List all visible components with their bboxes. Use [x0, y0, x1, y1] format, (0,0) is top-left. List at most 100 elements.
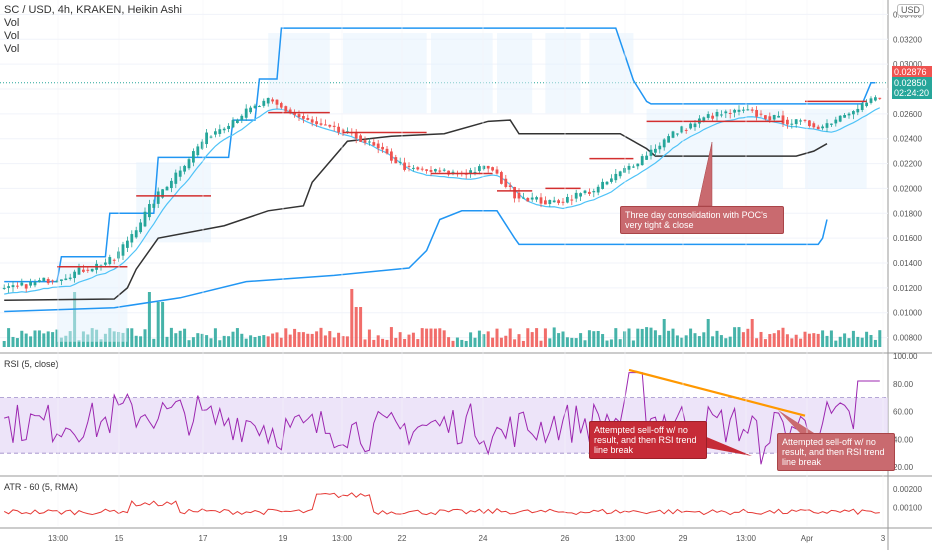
volume-bar — [482, 334, 486, 347]
candle-body — [583, 190, 587, 194]
candle-body — [632, 166, 635, 168]
candle-body — [491, 167, 494, 171]
volume-bar — [469, 332, 473, 347]
volume-bar — [301, 332, 305, 347]
last-price-label: 0.02876 — [892, 66, 932, 78]
volume-bar — [147, 292, 151, 347]
volume-bar — [315, 331, 319, 347]
time-tick-label: 22 — [398, 534, 407, 543]
volume-bar — [328, 331, 332, 347]
volume-profile-zone — [57, 261, 128, 342]
time-tick-label: Apr — [801, 534, 814, 543]
volume-bar — [693, 333, 697, 347]
volume-bar — [15, 338, 19, 347]
candle-body — [737, 109, 741, 112]
currency-badge[interactable]: USD — [897, 4, 925, 16]
volume-bar — [187, 340, 191, 347]
volume-bar — [552, 327, 556, 347]
candle-body — [341, 129, 345, 134]
volume-bar — [398, 332, 402, 347]
volume-bar — [697, 336, 701, 347]
volume-bar — [249, 335, 253, 347]
volume-bar — [763, 339, 767, 347]
candle-body — [407, 165, 411, 167]
volume-bar — [772, 333, 776, 347]
price-tick-label: 0.01400 — [893, 259, 922, 268]
volume-bar — [235, 328, 239, 347]
candle-body — [636, 163, 640, 167]
candle-body — [860, 103, 864, 110]
volume-bar — [46, 331, 50, 347]
volume-bar — [565, 337, 569, 347]
volume-bar — [359, 307, 363, 347]
time-tick-label: 13:00 — [736, 534, 757, 543]
volume-bar — [570, 337, 574, 347]
candle-body — [376, 143, 380, 149]
volume-bar — [636, 328, 640, 347]
candle-body — [676, 133, 679, 135]
candle-body — [535, 197, 538, 200]
candle-body — [869, 98, 873, 103]
candle-body — [108, 257, 112, 265]
candle-body — [266, 97, 270, 104]
time-tick-label: 13:00 — [615, 534, 636, 543]
candle-body — [447, 170, 450, 175]
candle-body — [306, 117, 310, 120]
price-tick-label: 0.00800 — [893, 334, 922, 343]
volume-bar — [455, 337, 459, 347]
volume-bar — [539, 340, 543, 347]
candle-body — [768, 116, 772, 121]
volume-bar — [337, 332, 341, 347]
volume-bar — [143, 329, 147, 347]
candle-body — [478, 166, 481, 172]
rsi-tick-label: 80.00 — [893, 380, 914, 389]
volume-bar — [790, 338, 794, 347]
volume-bar — [508, 328, 512, 347]
candle-body — [51, 280, 54, 282]
volume-bar — [42, 333, 46, 347]
volume-bar — [737, 327, 741, 347]
volume-profile-zone — [268, 33, 330, 114]
volume-bar — [596, 331, 600, 347]
candle-body — [733, 109, 736, 113]
volume-bar — [715, 330, 719, 347]
candle-body — [821, 126, 824, 129]
volume-bar — [649, 327, 653, 347]
volume-bar — [139, 336, 143, 347]
candle-body — [16, 285, 19, 287]
volume-profile-zone — [497, 33, 533, 114]
candle-body — [337, 126, 340, 133]
candle-body — [319, 123, 323, 125]
candle-body — [693, 123, 697, 128]
candle-body — [803, 119, 807, 121]
candle-body — [874, 97, 877, 101]
candle-body — [684, 129, 688, 131]
volume-bar — [803, 331, 807, 347]
candle-body — [654, 148, 657, 153]
volume-bar — [209, 338, 213, 347]
candle-body — [790, 123, 794, 125]
candle-body — [174, 172, 178, 184]
price-tick-label: 0.03000 — [893, 60, 922, 69]
volume-bar — [816, 333, 820, 347]
candle-body — [588, 191, 591, 194]
volume-bar — [495, 328, 499, 347]
volume-bar — [416, 339, 420, 347]
candle-body — [517, 192, 521, 199]
candle-body — [385, 148, 389, 154]
volume-bar — [196, 333, 200, 347]
candle-body — [134, 230, 138, 238]
candle-body — [205, 132, 208, 145]
candle-body — [706, 114, 710, 118]
volume-bar — [631, 340, 635, 347]
candle-body — [420, 168, 424, 170]
candle-body — [614, 173, 618, 181]
candle-body — [33, 282, 37, 286]
rsi-tick-label: 40.00 — [893, 435, 914, 444]
volume-profile-zone — [589, 33, 634, 114]
candle-body — [689, 123, 692, 129]
volume-bar — [77, 340, 81, 347]
candle-body — [755, 110, 758, 117]
volume-bar — [11, 336, 15, 347]
